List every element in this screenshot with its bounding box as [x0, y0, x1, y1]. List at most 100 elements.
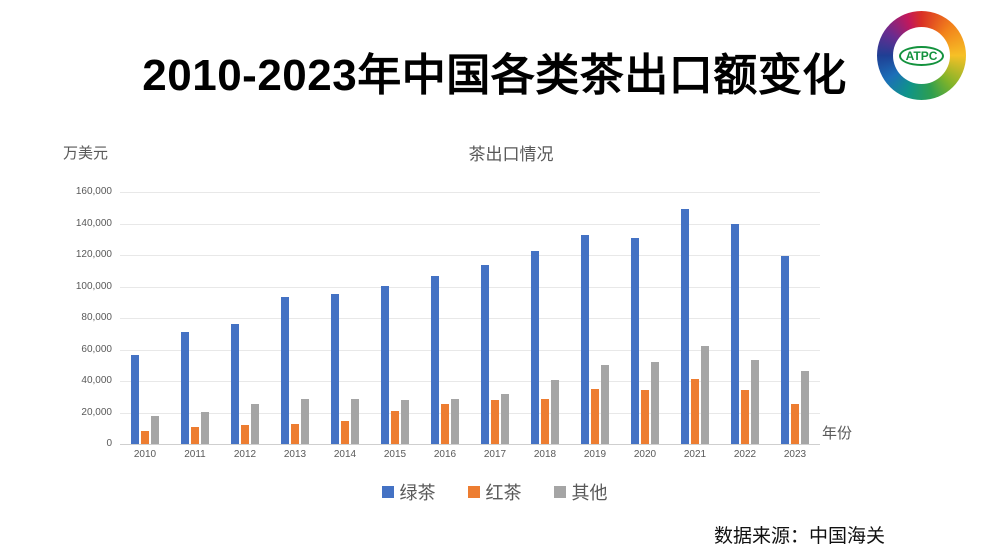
bar-其他	[451, 399, 459, 444]
bar-红茶	[591, 388, 599, 444]
bar-其他	[251, 404, 259, 444]
y-tick-label: 40,000	[81, 375, 112, 386]
bar-红茶	[191, 426, 199, 444]
bar-group: 2021	[670, 192, 720, 460]
bar-红茶	[441, 403, 449, 444]
bar-绿茶	[531, 251, 539, 444]
logo-text: ATPC	[898, 45, 945, 66]
y-tick-label: 80,000	[81, 312, 112, 323]
bar-其他	[501, 393, 509, 444]
y-tick-label: 100,000	[75, 280, 112, 292]
bar-group: 2019	[570, 192, 620, 460]
bar-其他	[751, 359, 759, 444]
bar-其他	[701, 345, 709, 444]
y-tick-label: 160,000	[75, 186, 112, 197]
y-tick-label: 0	[106, 438, 112, 449]
bar-绿茶	[281, 296, 289, 444]
bar-绿茶	[131, 354, 139, 444]
legend-swatch	[467, 486, 480, 498]
gridline	[120, 412, 820, 414]
bar-其他	[551, 380, 559, 444]
bar-红茶	[741, 390, 749, 444]
bar-红茶	[641, 389, 649, 444]
bar-group: 2016	[420, 192, 470, 460]
bar-group: 2014	[320, 192, 370, 460]
bar-红茶	[341, 420, 349, 444]
bar-group: 2018	[520, 192, 570, 460]
gridline	[120, 223, 820, 225]
bar-绿茶	[381, 285, 389, 444]
x-tick-label: 2011	[184, 449, 206, 460]
logo-text-wrap: ATPC	[877, 11, 966, 100]
bar-group: 2020	[620, 192, 670, 460]
bar-其他	[651, 361, 659, 444]
y-axis-unit-label: 万美元	[63, 145, 109, 162]
x-tick-label: 2010	[133, 449, 157, 460]
y-tick-label: 120,000	[75, 249, 112, 260]
y-tick-label: 20,000	[81, 406, 112, 418]
bar-红茶	[241, 424, 249, 444]
bar-group: 2010	[120, 192, 170, 460]
y-tick-label: 60,000	[81, 343, 112, 355]
gridline	[120, 444, 820, 445]
page-title: 2010-2023年中国各类茶出口额变化	[142, 51, 847, 100]
atpc-logo: ATPC	[877, 11, 966, 100]
chart-title: 茶出口情况	[468, 145, 554, 164]
bar-绿茶	[781, 255, 789, 444]
x-tick-label: 2021	[683, 449, 707, 460]
bar-红茶	[541, 399, 549, 444]
gridline	[120, 255, 820, 256]
bar-group: 2023	[770, 192, 820, 460]
bar-绿茶	[231, 324, 239, 444]
bar-绿茶	[331, 293, 339, 444]
legend-label: 红茶	[485, 483, 522, 503]
bar-绿茶	[431, 275, 439, 444]
gridline	[120, 381, 820, 382]
x-tick-label: 2017	[483, 449, 507, 460]
bar-其他	[601, 365, 609, 444]
bar-其他	[801, 371, 809, 444]
bar-红茶	[291, 423, 299, 444]
source-note: 数据来源：中国海关	[713, 526, 885, 547]
y-tick-label: 140,000	[75, 217, 112, 229]
plot-area: 0 20,000 40,000 60,000 80,000 100,000 120,000 1…	[76, 186, 820, 460]
x-tick-label: 2013	[283, 449, 307, 460]
x-tick-label: 2022	[733, 449, 757, 460]
x-tick-label: 2014	[333, 449, 357, 460]
legend: 绿茶 红茶 其他	[0, 479, 989, 505]
bar-group: 2017	[470, 192, 520, 460]
bar-红茶	[491, 399, 499, 444]
bar-group: 2022	[720, 192, 770, 460]
legend-label: 其他	[571, 483, 608, 503]
legend-item: 红茶	[467, 479, 522, 505]
bar-红茶	[791, 403, 799, 444]
bar-红茶	[391, 411, 399, 444]
legend-swatch	[381, 486, 394, 498]
bar-绿茶	[681, 209, 689, 444]
x-tick-label: 2012	[233, 449, 257, 460]
bar-其他	[201, 412, 209, 444]
bar-绿茶	[581, 235, 589, 444]
bar-其他	[401, 400, 409, 444]
bar-group: 2015	[370, 192, 420, 460]
bar-绿茶	[481, 264, 489, 444]
bar-group: 2012	[220, 192, 270, 460]
bar-绿茶	[731, 223, 739, 444]
x-axis-label: 年份	[822, 425, 853, 442]
legend-label: 绿茶	[399, 483, 436, 503]
bar-其他	[351, 399, 359, 444]
bar-绿茶	[181, 332, 189, 444]
x-tick-label: 2023	[783, 449, 807, 460]
x-tick-label: 2020	[633, 449, 657, 460]
x-tick-label: 2016	[433, 449, 457, 460]
gridline	[120, 286, 820, 288]
legend-item: 其他	[553, 479, 608, 505]
x-tick-label: 2018	[533, 449, 557, 460]
bar-绿茶	[631, 237, 639, 444]
bar-其他	[301, 399, 309, 444]
gridline	[120, 192, 820, 193]
bar-红茶	[691, 378, 699, 444]
x-tick-label: 2019	[583, 449, 607, 460]
bar-红茶	[141, 430, 149, 444]
legend-swatch	[553, 486, 566, 498]
